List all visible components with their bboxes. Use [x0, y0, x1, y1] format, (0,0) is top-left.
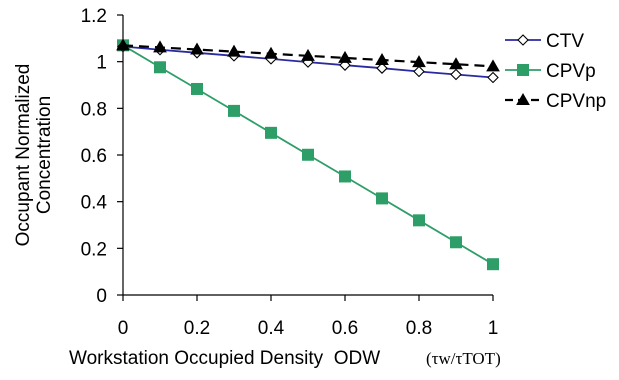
- data-point-cpvnp: [301, 48, 315, 61]
- legend-item-cpvnp: CPVnp: [505, 91, 606, 112]
- plot-area: 0 0.2 0.4 0.6 0.8 1 1.2 0 0.2 0.4 0.6 0.8 1: [81, 6, 500, 339]
- data-point-cpvnp: [116, 38, 130, 51]
- data-point-cpvnp: [412, 55, 426, 68]
- y-axis-title-line-2: Concentration: [34, 96, 55, 214]
- data-point-cpvp: [302, 148, 314, 161]
- x-tick-label: 0.6: [332, 318, 358, 339]
- series-cpvnp: [116, 38, 500, 72]
- data-point-cpvnp: [486, 59, 500, 72]
- data-point-cpvp: [265, 126, 277, 139]
- data-point-cpvp: [376, 192, 388, 205]
- series-layer: [116, 38, 500, 271]
- legend-marker-ctv: [517, 34, 529, 46]
- data-point-cpvp: [487, 258, 499, 271]
- y-tick-label: 0.2: [81, 239, 107, 260]
- data-point-cpvnp: [338, 50, 352, 63]
- legend-label-ctv: CTV: [546, 31, 584, 52]
- x-tick-label: 1: [488, 318, 499, 339]
- y-tick-label: 1.2: [81, 6, 107, 27]
- y-axis-title: Occupant Normalized Concentration: [13, 64, 55, 247]
- data-point-cpvp: [154, 61, 166, 74]
- series-cpvp: [117, 39, 499, 271]
- data-point-cpvnp: [190, 42, 204, 55]
- data-point-cpvp: [339, 170, 351, 183]
- data-point-ctv: [413, 65, 425, 78]
- y-tick-label: 1: [96, 53, 107, 74]
- y-tick-label: 0.8: [81, 99, 107, 120]
- legend-label-cpvnp: CPVnp: [546, 91, 606, 112]
- y-tick-label: 0.6: [81, 146, 107, 167]
- x-tick-label: 0.8: [406, 318, 432, 339]
- x-tick-label: 0.4: [258, 318, 285, 339]
- y-tick-label: 0.4: [81, 193, 108, 214]
- y-ticks: 0 0.2 0.4 0.6 0.8 1 1.2: [81, 6, 123, 307]
- legend-marker-cpvp: [517, 64, 529, 76]
- data-point-cpvp: [450, 236, 462, 249]
- legend-item-ctv: CTV: [505, 31, 584, 52]
- x-axis-title-text: Workstation Occupied Density ODW: [69, 348, 380, 369]
- x-ticks: 0 0.2 0.4 0.6 0.8 1: [118, 295, 499, 339]
- data-point-ctv: [487, 71, 499, 84]
- data-point-cpvp: [413, 214, 425, 227]
- x-axis-title-unit: (τw/τTOT): [426, 349, 501, 368]
- data-point-ctv: [450, 68, 462, 81]
- x-tick-label: 0: [118, 318, 129, 339]
- data-point-ctv: [376, 62, 388, 74]
- legend-marker-cpvnp: [516, 92, 530, 105]
- legend-label-cpvp: CPVp: [546, 61, 596, 82]
- y-tick-label: 0: [96, 286, 107, 307]
- x-tick-label: 0.2: [184, 318, 210, 339]
- y-axis-title-line-1: Occupant Normalized: [13, 64, 34, 247]
- data-point-cpvnp: [375, 53, 389, 66]
- data-point-cpvnp: [227, 44, 241, 57]
- legend-item-cpvp: CPVp: [505, 61, 596, 82]
- x-axis-title: Workstation Occupied Density ODW (τw/τTO…: [69, 348, 501, 369]
- data-point-cpvp: [228, 104, 240, 117]
- legend: CTV CPVp CPVnp: [505, 31, 606, 112]
- data-point-cpvnp: [264, 46, 278, 59]
- data-point-cpvnp: [449, 57, 463, 70]
- data-point-cpvp: [191, 82, 203, 95]
- data-point-cpvnp: [153, 40, 167, 53]
